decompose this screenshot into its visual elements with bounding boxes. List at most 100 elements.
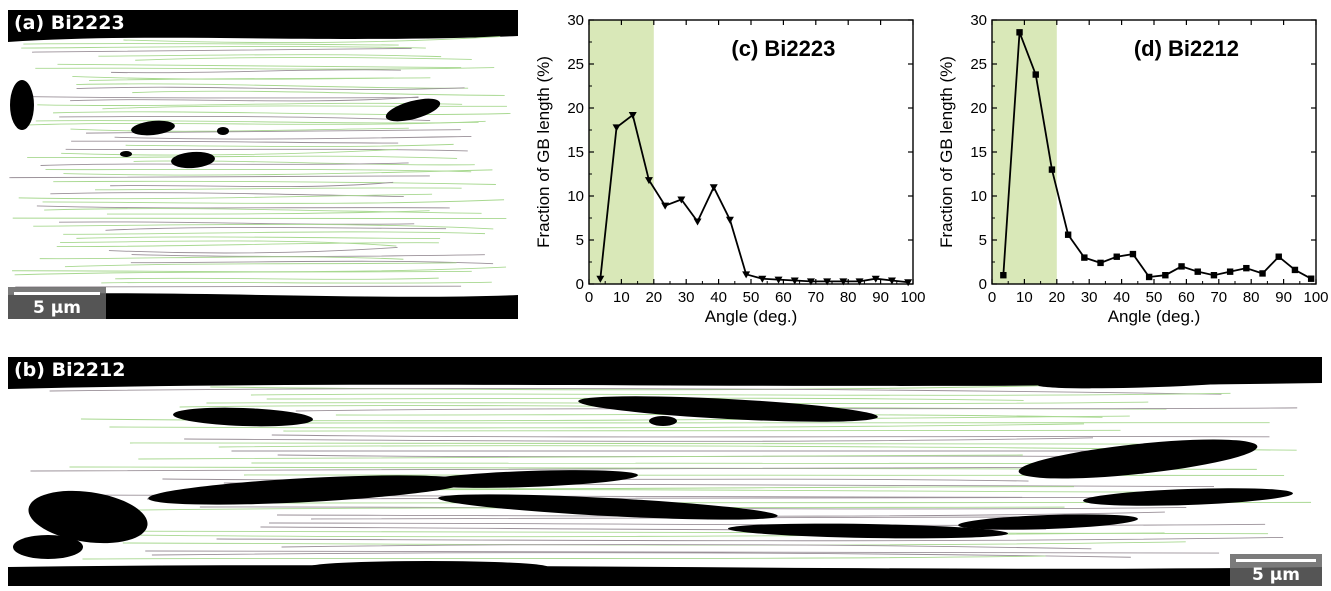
panel-label-a: (a) Bi2223 [8,10,131,36]
x-tick-label: 100 [900,289,925,306]
grain-boundary [132,90,505,96]
x-tick-label: 20 [1048,289,1065,306]
chart-c-svg: 0 10 20 30 40 50 60 70 80 90 100 0 5 10 15 20 25 30 Angle … [534,12,926,326]
grain-boundary [59,115,431,122]
micrograph-bi2212: (b) Bi2212 5 μm [8,357,1322,586]
data-point [1291,266,1299,274]
grain-boundary [98,54,442,58]
pore [1018,439,1258,479]
grain-boundary [42,199,505,204]
x-tick-label: 60 [1178,289,1195,306]
chart-d-bi2212: 0 10 20 30 40 50 60 70 80 90 100 0 5 10 15 20 25 30 Angle … [928,10,1329,345]
data-point [871,275,880,283]
chart-c-bi2223: 0 10 20 30 40 50 60 70 80 90 100 0 5 10 15 20 25 30 Angle … [525,10,926,345]
pore [958,514,1138,530]
data-point [1000,272,1007,279]
data-point [790,277,799,285]
y-tick-label: 25 [567,56,584,73]
data-point [709,184,718,192]
data-point [855,278,864,286]
grain-boundary [250,392,1231,396]
highlight-band [992,20,1057,284]
grain-boundary [76,236,441,239]
grain-boundary [14,270,472,276]
grain-boundary [30,96,419,99]
series-line [599,113,909,284]
data-point [612,124,621,132]
data-point [758,275,767,283]
grain-boundary [281,544,1092,550]
grain-boundary [210,383,1106,391]
data-point [1162,272,1169,279]
data-point [1210,272,1218,279]
pore [28,490,148,544]
pore [728,523,1008,539]
data-point [1032,71,1039,78]
grain-boundary [101,281,492,284]
grain-boundary [111,69,401,74]
grain-map-bi2223 [8,36,518,297]
pore [1038,373,1278,389]
panel-label-b: (b) Bi2212 [8,357,132,383]
grain-boundary [125,143,454,147]
x-tick-label: 0 [988,289,996,306]
grain-boundary [102,105,507,110]
grain-boundary [70,96,419,102]
y-axis-label: Fraction of GB length (%) [937,56,956,248]
scale-bar-b: 5 μm [1230,554,1322,586]
y-tick-label: 30 [567,12,584,29]
pore [173,407,313,427]
data-point [1081,254,1088,261]
scale-bar-label-a: 5 μm [33,298,81,318]
scale-bar-line-a [14,292,100,295]
data-point [644,177,653,185]
grain-boundary [53,111,511,115]
y-tick-label: 5 [576,232,584,249]
x-tick-label: 70 [807,289,824,306]
grain-boundary [44,208,482,214]
data-point [887,277,896,285]
x-tick-label: 0 [585,289,593,306]
data-point [1243,264,1250,272]
x-tick-label: 30 [678,289,695,306]
grain-boundary [35,67,495,70]
micrograph-bi2223: (a) Bi2223 5 μm [8,10,518,319]
pore [13,535,83,559]
x-tick-label: 90 [872,289,889,306]
grain-boundary [27,155,458,159]
grain-boundary [105,226,447,231]
data-point [1275,253,1282,260]
x-tick-label: 90 [1275,289,1292,306]
highlight-band [589,20,654,284]
pore [171,151,215,169]
pore [1083,488,1293,506]
y-tick-label: 15 [970,144,987,161]
pore [418,470,638,488]
pore [308,561,548,573]
pore [131,120,175,136]
grain-boundary [56,242,439,247]
data-point [725,216,734,224]
grain-boundary [106,210,430,215]
chart-title: (d) Bi2212 [1134,36,1239,61]
data-point [677,196,686,204]
x-tick-label: 10 [613,289,630,306]
y-tick-label: 30 [970,12,987,29]
grain-boundary [18,193,433,200]
grain-boundary [45,168,472,173]
grain-boundary [110,181,394,188]
grain-boundary [76,83,469,89]
data-point [1307,275,1315,282]
grain-boundary [57,63,462,68]
data-point [693,218,702,226]
data-point [661,202,670,210]
x-tick-label: 60 [775,289,792,306]
x-tick-label: 100 [1303,289,1328,306]
data-point [904,279,913,287]
x-axis-label: Angle (deg.) [1108,307,1201,326]
data-point [774,276,783,284]
pore [10,80,34,130]
data-point [839,278,848,286]
x-tick-label: 20 [645,289,662,306]
grain-boundary [63,231,486,235]
